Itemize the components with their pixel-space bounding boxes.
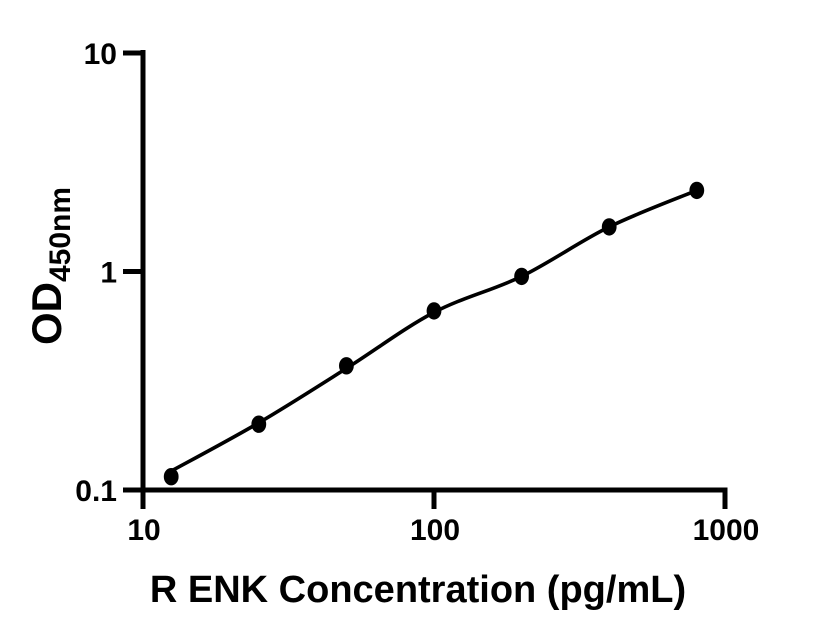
x-axis-title: R ENK Concentration (pg/mL) [149,569,687,611]
data-point [514,267,529,286]
data-point [426,302,442,320]
data-point [163,468,179,486]
y-tick-label: 10 [84,38,117,71]
x-tick-label: 10 [127,514,160,547]
fit-curve-line [170,188,698,473]
y-axis-title: OD450nm [23,186,77,346]
x-tick-label: 1000 [693,514,760,547]
data-point [251,415,267,433]
y-tick-label: 0.1 [75,475,117,508]
y-tick-label: 1 [100,257,117,290]
data-point [339,357,354,375]
y-axis-title-subscript: 450nm [44,186,77,283]
y-axis-title-main: OD [23,282,70,346]
data-point [689,181,705,200]
x-tick-label: 100 [410,514,460,547]
data-point [601,218,617,236]
